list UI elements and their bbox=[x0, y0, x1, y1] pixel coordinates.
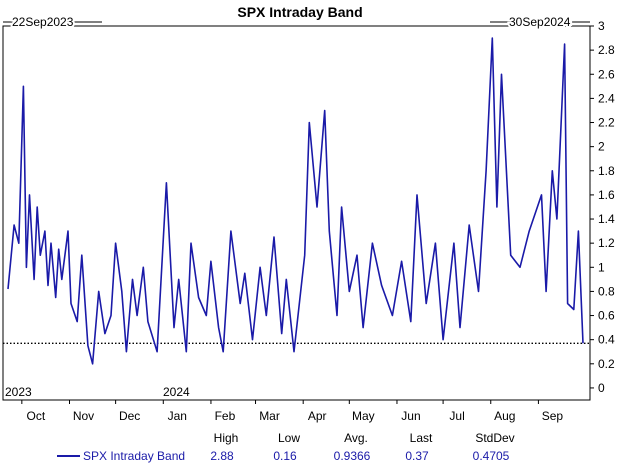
y-tick-label: 0.6 bbox=[598, 309, 615, 323]
end-date-label: 30Sep2024 bbox=[509, 15, 571, 29]
end-date-marker: 30Sep2024 bbox=[490, 13, 590, 31]
y-tick-label: 0.8 bbox=[598, 284, 615, 298]
x-tick-label: Apr bbox=[308, 409, 327, 423]
x-tick-label: Jul bbox=[449, 409, 464, 423]
y-tick-label: 1.2 bbox=[598, 236, 615, 250]
x-tick-label: Dec bbox=[119, 409, 140, 423]
y-tick-label: 2.4 bbox=[598, 91, 615, 105]
stat-value: 0.9366 bbox=[334, 449, 371, 463]
stat-header: Avg. bbox=[344, 431, 368, 445]
stats-table: High 2.88 Low 0.16 Avg. 0.9366 Last 0.37 StdDev 0… bbox=[210, 431, 514, 463]
y-tick-label: 0 bbox=[598, 381, 605, 395]
y-axis: 0 0.2 0.4 0.6 0.8 1 1.2 1.4 1.6 1.8 2 2.2 2.4 2.6 2.8 3 bbox=[590, 19, 615, 395]
stat-value: 2.88 bbox=[210, 449, 234, 463]
x-axis: Oct Nov Dec Jan Feb Mar Apr May Jun Jul Aug Sep bbox=[21, 400, 564, 423]
stat-header: StdDev bbox=[475, 431, 514, 445]
y-tick-label: 0.2 bbox=[598, 357, 615, 371]
y-tick-label: 2 bbox=[598, 140, 605, 154]
x-tick-label: Aug bbox=[494, 409, 515, 423]
start-date-label: 22Sep2023 bbox=[12, 15, 74, 29]
y-tick-label: 2.6 bbox=[598, 67, 615, 81]
stat-value: 0.16 bbox=[273, 449, 297, 463]
y-tick-label: 1.8 bbox=[598, 164, 615, 178]
y-tick-label: 1 bbox=[598, 260, 605, 274]
y-tick-label: 1.4 bbox=[598, 212, 615, 226]
stat-header: High bbox=[214, 431, 239, 445]
y-tick-label: 1.6 bbox=[598, 188, 615, 202]
legend-label: SPX Intraday Band bbox=[83, 449, 185, 463]
plot-area bbox=[2, 25, 591, 401]
x-tick-label: Nov bbox=[73, 409, 94, 423]
series-line-spx-intraday-band bbox=[7, 37, 584, 365]
stat-header: Last bbox=[410, 431, 433, 445]
y-tick-label: 2.2 bbox=[598, 116, 615, 130]
chart-title: SPX Intraday Band bbox=[237, 4, 362, 20]
year-label-2023: 2023 bbox=[5, 385, 32, 399]
stat-value: 0.37 bbox=[405, 449, 429, 463]
y-tick-label: 0.4 bbox=[598, 333, 615, 347]
x-tick-label: May bbox=[352, 409, 375, 423]
stat-value: 0.4705 bbox=[473, 449, 510, 463]
x-tick-label: Jun bbox=[401, 409, 420, 423]
start-date-marker: 22Sep2023 bbox=[3, 13, 102, 31]
stat-header: Low bbox=[278, 431, 300, 445]
x-tick-label: Mar bbox=[259, 409, 280, 423]
y-tick-label: 3 bbox=[598, 19, 605, 33]
year-label-2024: 2024 bbox=[163, 385, 190, 399]
x-tick-label: Oct bbox=[27, 409, 46, 423]
x-tick-label: Feb bbox=[215, 409, 236, 423]
x-tick-label: Jan bbox=[168, 409, 187, 423]
legend: SPX Intraday Band bbox=[57, 449, 185, 463]
y-tick-label: 2.8 bbox=[598, 43, 615, 57]
x-tick-label: Sep bbox=[542, 409, 564, 423]
